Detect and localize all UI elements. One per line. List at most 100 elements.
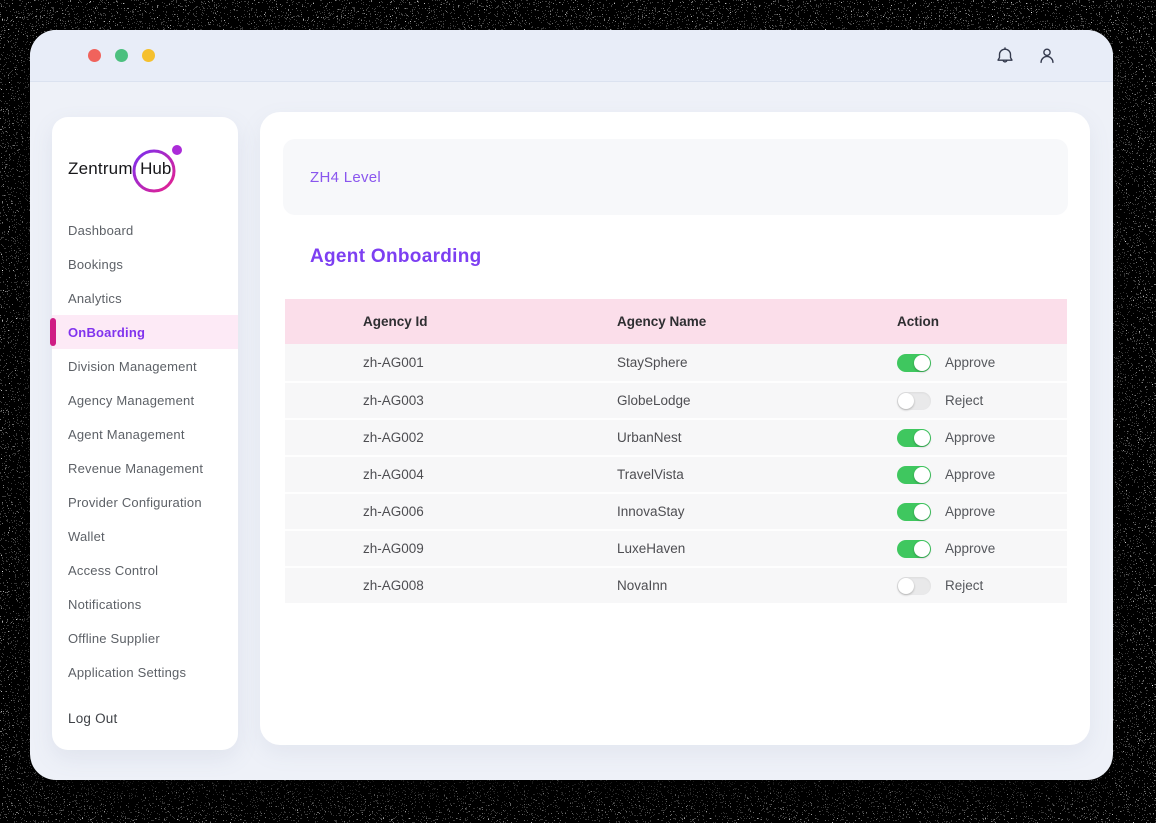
sidebar-item-label: Provider Configuration <box>68 494 202 510</box>
action-label: Reject <box>945 578 984 593</box>
column-header-action: Action <box>897 314 939 329</box>
traffic-lights <box>88 49 155 62</box>
table-body: zh-AG001 StaySphere Approve zh-AG003 Glo… <box>285 344 1067 603</box>
sidebar-item-label: Agent Management <box>68 426 185 442</box>
agent-onboarding-table: Agency Id Agency Name Action zh-AG001 St… <box>285 299 1067 603</box>
table-row: zh-AG009 LuxeHaven Approve <box>285 529 1067 566</box>
action-label: Approve <box>945 430 996 445</box>
sidebar-item-agency-management[interactable]: Agency Management <box>52 383 238 417</box>
agency-id-cell: zh-AG004 <box>363 467 424 482</box>
table-header-row: Agency Id Agency Name Action <box>285 299 1067 344</box>
topbar-actions <box>993 44 1059 68</box>
traffic-light-yellow[interactable] <box>142 49 155 62</box>
action-cell: Approve <box>897 465 1067 484</box>
sidebar-item-onboarding[interactable]: OnBoarding <box>50 315 238 349</box>
main-content: ZH4 Level Agent Onboarding Agency Id Age… <box>260 112 1090 745</box>
sidebar-item-division-management[interactable]: Division Management <box>52 349 238 383</box>
agency-name-cell: LuxeHaven <box>617 541 686 556</box>
sidebar-item-label: Bookings <box>68 256 124 272</box>
agency-name-cell: UrbanNest <box>617 430 682 445</box>
agency-name-cell: GlobeLodge <box>617 393 691 408</box>
sidebar-item-label: Division Management <box>68 358 197 374</box>
table-row: zh-AG004 TravelVista Approve <box>285 455 1067 492</box>
action-cell: Approve <box>897 353 1067 372</box>
sidebar-item-label: Access Control <box>68 562 159 578</box>
table-row: zh-AG002 UrbanNest Approve <box>285 418 1067 455</box>
agency-name-cell: NovaInn <box>617 578 668 593</box>
action-label: Approve <box>945 504 996 519</box>
sidebar-item-bookings[interactable]: Bookings <box>52 247 238 281</box>
app-window: Zentrum Hub Dashboard Bookings <box>30 30 1113 780</box>
action-label: Reject <box>945 393 984 408</box>
agent-status-toggle[interactable] <box>897 576 931 595</box>
sidebar-item-application-settings[interactable]: Application Settings <box>52 655 238 689</box>
sidebar-item-label: Offline Supplier <box>68 630 160 646</box>
toggle-knob <box>914 354 930 371</box>
agent-status-toggle[interactable] <box>897 391 931 410</box>
action-cell: Reject <box>897 576 1067 595</box>
traffic-light-red[interactable] <box>88 49 101 62</box>
traffic-light-green[interactable] <box>115 49 128 62</box>
zentrumhub-logo: Zentrum Hub <box>52 141 238 197</box>
sidebar-item-revenue-management[interactable]: Revenue Management <box>52 451 238 485</box>
action-label: Approve <box>945 467 996 482</box>
agent-status-toggle[interactable] <box>897 428 931 447</box>
logo-dot-icon <box>171 145 182 155</box>
action-label: Approve <box>945 355 996 370</box>
table-row: zh-AG006 InnovaStay Approve <box>285 492 1067 529</box>
column-header-agency-name: Agency Name <box>617 314 707 329</box>
toggle-knob <box>914 466 930 483</box>
agent-status-toggle[interactable] <box>897 539 931 558</box>
logo-text-zentrum: Zentrum <box>68 159 133 178</box>
agency-name-cell: InnovaStay <box>617 504 685 519</box>
agency-id-cell: zh-AG006 <box>363 504 424 519</box>
agent-status-toggle[interactable] <box>897 502 931 521</box>
page-title: Agent Onboarding <box>310 246 482 267</box>
sidebar-item-label: Analytics <box>68 290 122 306</box>
agency-id-cell: zh-AG002 <box>363 430 424 445</box>
agency-id-cell: zh-AG009 <box>363 541 424 556</box>
agency-name-cell: StaySphere <box>617 355 688 370</box>
window-topbar <box>30 30 1113 82</box>
table-row: zh-AG003 GlobeLodge Reject <box>285 381 1067 418</box>
sidebar-item-agent-management[interactable]: Agent Management <box>52 417 238 451</box>
toggle-knob <box>914 503 930 520</box>
sidebar-item-label: Notifications <box>68 596 142 612</box>
sidebar-item-provider-configuration[interactable]: Provider Configuration <box>52 485 238 519</box>
agent-status-toggle[interactable] <box>897 465 931 484</box>
sidebar-item-label: Dashboard <box>68 222 134 238</box>
agency-id-cell: zh-AG003 <box>363 393 424 408</box>
sidebar-item-analytics[interactable]: Analytics <box>52 281 238 315</box>
sidebar-item-label: OnBoarding <box>68 324 146 340</box>
logo-ring-icon <box>132 145 182 193</box>
sidebar-menu: Dashboard Bookings Analytics OnBoarding … <box>50 213 238 689</box>
logout-button[interactable]: Log Out <box>68 711 118 726</box>
sidebar-item-label: Revenue Management <box>68 460 204 476</box>
level-banner: ZH4 Level <box>283 139 1068 215</box>
action-cell: Approve <box>897 502 1067 521</box>
logo-hub-ring: Hub <box>130 143 182 195</box>
logo-text-hub: Hub <box>140 159 172 178</box>
agency-name-cell: TravelVista <box>617 467 684 482</box>
sidebar-item-wallet[interactable]: Wallet <box>52 519 238 553</box>
sidebar: Zentrum Hub Dashboard Bookings <box>50 117 238 750</box>
table-row: zh-AG001 StaySphere Approve <box>285 344 1067 381</box>
toggle-knob <box>898 577 914 594</box>
table-row: zh-AG008 NovaInn Reject <box>285 566 1067 603</box>
agency-id-cell: zh-AG001 <box>363 355 424 370</box>
sidebar-item-label: Wallet <box>68 528 105 544</box>
sidebar-item-dashboard[interactable]: Dashboard <box>52 213 238 247</box>
agency-id-cell: zh-AG008 <box>363 578 424 593</box>
toggle-knob <box>914 540 930 557</box>
user-icon[interactable] <box>1035 44 1059 68</box>
action-cell: Approve <box>897 428 1067 447</box>
sidebar-item-label: Agency Management <box>68 392 195 408</box>
sidebar-item-notifications[interactable]: Notifications <box>52 587 238 621</box>
bell-icon[interactable] <box>993 44 1017 68</box>
sidebar-item-access-control[interactable]: Access Control <box>52 553 238 587</box>
sidebar-item-offline-supplier[interactable]: Offline Supplier <box>52 621 238 655</box>
action-label: Approve <box>945 541 996 556</box>
level-banner-label: ZH4 Level <box>310 168 382 186</box>
agent-status-toggle[interactable] <box>897 353 931 372</box>
toggle-knob <box>914 429 930 446</box>
